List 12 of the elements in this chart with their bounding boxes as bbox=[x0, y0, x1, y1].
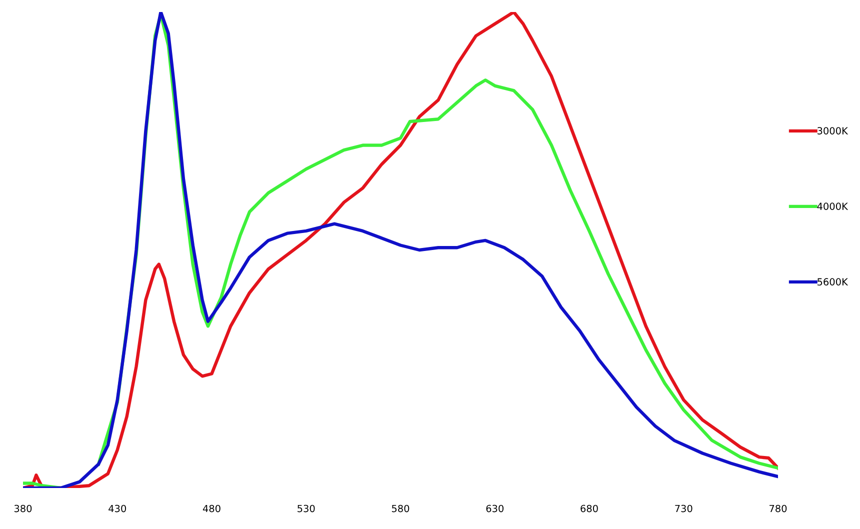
legend-label: 3000K bbox=[818, 127, 848, 134]
x-tick-label: 580 bbox=[392, 504, 410, 512]
x-tick-label: 530 bbox=[298, 504, 315, 512]
legend-label: 5600K bbox=[818, 278, 848, 286]
x-tick-label: 730 bbox=[675, 504, 692, 512]
x-tick-label: 780 bbox=[770, 504, 787, 512]
x-tick-label: 480 bbox=[202, 504, 220, 512]
x-tick-label: 380 bbox=[14, 504, 32, 512]
x-tick-label: 430 bbox=[108, 504, 126, 512]
legend-label: 4000K bbox=[817, 202, 848, 210]
x-tick-label: 680 bbox=[580, 504, 598, 512]
x-tick-label: 630 bbox=[486, 504, 504, 512]
